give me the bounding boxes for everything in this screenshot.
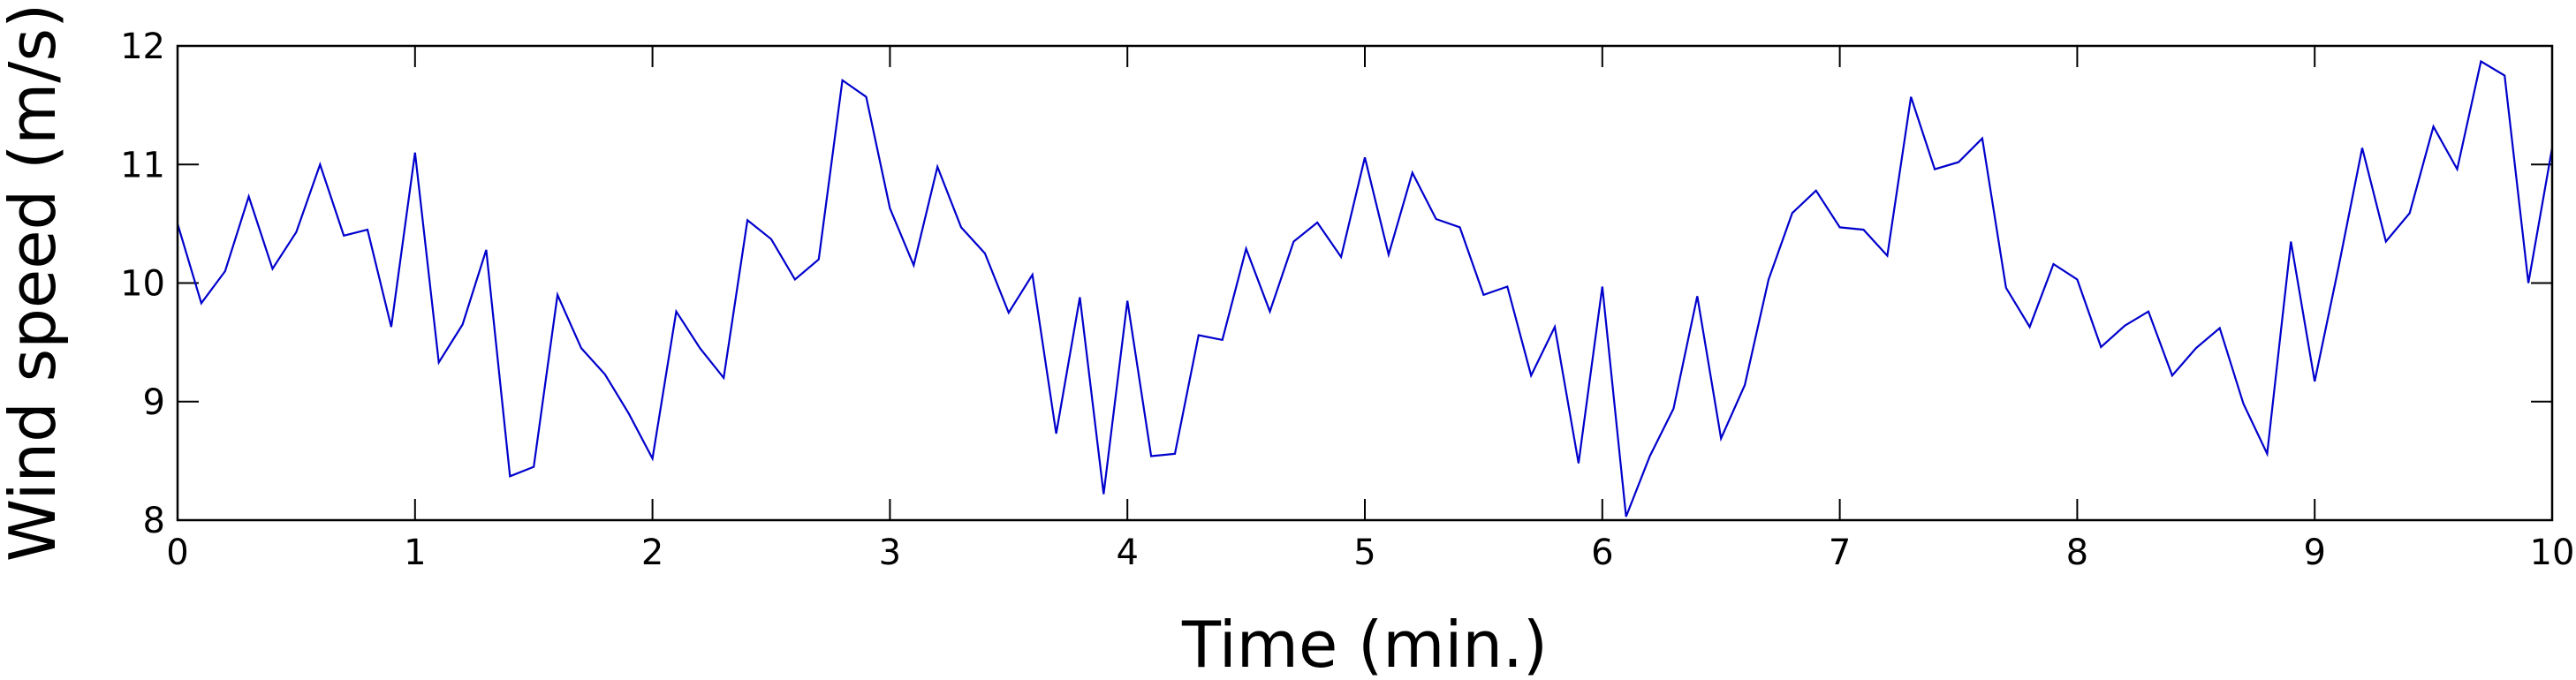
- y-tick-label: 9: [143, 382, 165, 423]
- x-tick-label: 2: [641, 533, 663, 573]
- x-tick-label: 6: [1591, 533, 1613, 573]
- x-tick-label: 8: [2066, 533, 2088, 573]
- x-tick-label: 5: [1353, 533, 1375, 573]
- y-tick-label: 10: [120, 264, 165, 305]
- x-tick-label: 4: [1116, 533, 1138, 573]
- plot-frame: [176, 44, 2554, 522]
- x-axis-title: Time (min.): [1181, 608, 1548, 680]
- x-tick-label: 10: [2530, 533, 2575, 573]
- x-tick-label: 7: [1829, 533, 1851, 573]
- y-tick-label: 8: [143, 501, 165, 541]
- x-tick-label: 0: [166, 533, 188, 573]
- wind-speed-series-line: [176, 59, 2554, 518]
- y-axis-title: Wind speed (m/s): [0, 4, 70, 562]
- x-tick-label: 1: [404, 533, 426, 573]
- plot-background: [178, 46, 2552, 520]
- x-tick-label: 9: [2303, 533, 2325, 573]
- y-tick-label: 11: [120, 145, 165, 185]
- x-tick-label: 3: [879, 533, 901, 573]
- y-tick-label: 12: [120, 26, 165, 67]
- series-layer: [176, 59, 2554, 518]
